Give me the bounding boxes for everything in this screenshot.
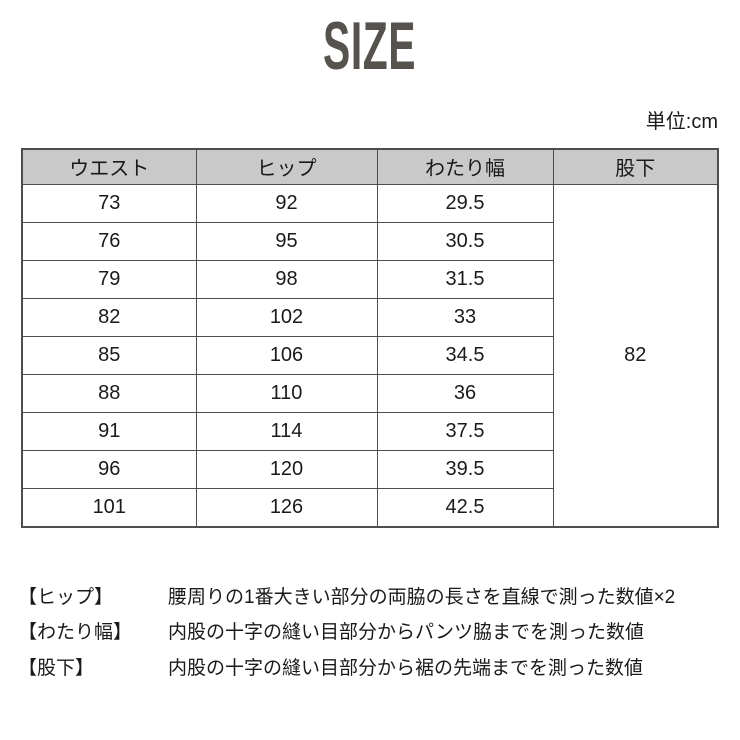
size-table: ウエスト ヒップ わたり幅 股下 73 92 29.5 82 76 95 30.… xyxy=(21,147,719,528)
hip-value: 102 xyxy=(195,298,378,338)
hip-value: 106 xyxy=(195,336,378,376)
column-header-inseam: 股下 xyxy=(552,148,719,186)
table-row: 85 106 34.5 xyxy=(21,336,718,376)
unit-label: 単位:cm xyxy=(645,110,718,133)
note-description: 腰周りの1番大きい部分の両脇の長さを直線で測った数値×2 xyxy=(168,586,676,608)
table-row: 79 98 31.5 xyxy=(21,260,718,300)
table-row: 73 92 29.5 82 xyxy=(21,184,719,528)
waist-value: 101 xyxy=(21,488,197,528)
note-label: 【股下】 xyxy=(18,657,95,679)
note-label: 【わたり幅】 xyxy=(18,622,133,644)
waist-value: 91 xyxy=(21,412,197,452)
hip-value: 98 xyxy=(195,260,378,300)
column-header-hip: ヒップ xyxy=(195,148,378,186)
note-inseam: 【股下】 内股の十字の縫い目部分から裾の先端までを測った数値 xyxy=(18,657,722,682)
unit-row: 単位:cm xyxy=(22,111,718,134)
waist-value: 79 xyxy=(21,260,197,300)
hip-value: 95 xyxy=(195,222,378,262)
note-label: 【ヒップ】 xyxy=(18,586,114,608)
title-area: SIZE xyxy=(0,0,740,84)
thigh-width-value: 42.5 xyxy=(376,488,554,528)
column-header-thigh-width: わたり幅 xyxy=(376,148,554,186)
waist-value: 96 xyxy=(21,450,197,490)
waist-value: 85 xyxy=(21,336,197,376)
note-description: 内股の十字の縫い目部分から裾の先端までを測った数値 xyxy=(168,657,644,679)
hip-value: 126 xyxy=(195,488,378,528)
note-description: 内股の十字の縫い目部分からパンツ脇までを測った数値 xyxy=(168,622,644,644)
thigh-width-value: 29.5 xyxy=(376,184,554,224)
waist-value: 88 xyxy=(21,374,197,414)
waist-value: 73 xyxy=(21,184,197,224)
measurement-notes: 【ヒップ】 腰周りの1番大きい部分の両脇の長さを直線で測った数値×2 【わたり幅… xyxy=(18,586,722,682)
table-row: 88 110 36 xyxy=(21,374,718,414)
table-row: 76 95 30.5 xyxy=(21,222,718,262)
page-title: SIZE xyxy=(323,8,417,84)
thigh-width-value: 39.5 xyxy=(376,450,554,490)
note-hip: 【ヒップ】 腰周りの1番大きい部分の両脇の長さを直線で測った数値×2 xyxy=(18,586,722,611)
thigh-width-value: 30.5 xyxy=(376,222,554,262)
column-header-waist: ウエスト xyxy=(21,148,197,186)
hip-value: 114 xyxy=(195,412,378,452)
waist-value: 76 xyxy=(21,222,197,262)
table-row: 82 102 33 xyxy=(21,298,718,338)
thigh-width-value: 33 xyxy=(376,298,554,338)
hip-value: 92 xyxy=(195,184,378,224)
table-row: 101 126 42.5 xyxy=(21,488,718,528)
waist-value: 82 xyxy=(21,298,197,338)
table-row: 96 120 39.5 xyxy=(21,450,718,490)
note-thigh-width: 【わたり幅】 内股の十字の縫い目部分からパンツ脇までを測った数値 xyxy=(18,621,722,646)
hip-value: 110 xyxy=(195,374,378,414)
thigh-width-value: 36 xyxy=(376,374,554,414)
thigh-width-value: 37.5 xyxy=(376,412,554,452)
inseam-merged-value: 82 xyxy=(552,184,719,528)
table-header-row: ウエスト ヒップ わたり幅 股下 xyxy=(21,148,719,186)
thigh-width-value: 31.5 xyxy=(376,260,554,300)
thigh-width-value: 34.5 xyxy=(376,336,554,376)
hip-value: 120 xyxy=(195,450,378,490)
